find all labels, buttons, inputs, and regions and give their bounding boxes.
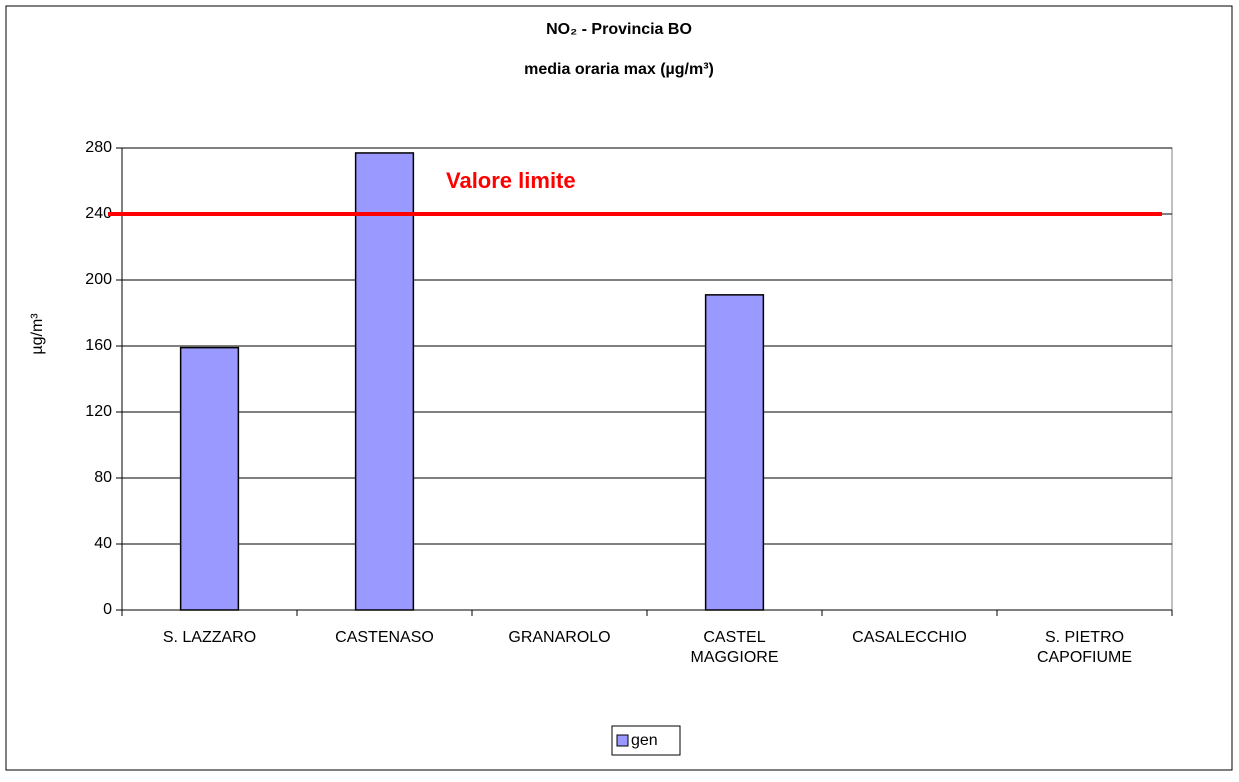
legend-label: gen [631,732,658,749]
x-tick-label-line: CAPOFIUME [1037,649,1132,666]
reference-label: Valore limite [446,168,576,193]
y-tick-label: 40 [94,535,112,552]
x-tick-label-line: MAGGIORE [690,649,778,666]
x-tick-label: S. PIETRO CAPOFIUME [1037,629,1132,666]
chart-subtitle: media oraria max (µg/m³) [524,61,714,78]
plot-area [121,147,1173,611]
y-tick-label: 120 [85,403,112,420]
y-axis-label: µg/m³ [29,313,46,355]
y-tick-label: 80 [94,469,112,486]
y-tick-label: 200 [85,271,112,288]
x-tick-label-line: S. PIETRO [1045,629,1124,646]
bar [179,346,240,611]
x-tick-label: S. LAZZARO [163,629,256,646]
legend-swatch [616,734,629,747]
y-tick-label: 240 [85,205,112,222]
y-tick-label: 0 [103,601,112,618]
y-tick-label: 280 [85,139,112,156]
x-tick-label: CASALECCHIO [852,629,967,646]
chart-title: NO₂ - Provincia BO [546,21,692,38]
x-tick-label: GRANAROLO [508,629,610,646]
y-tick-label: 160 [85,337,112,354]
bar [354,152,415,611]
x-tick-label-line: CASTEL [703,629,765,646]
bar [704,294,765,611]
x-tick-label: CASTENASO [335,629,434,646]
x-tick-label: CASTEL MAGGIORE [690,629,778,666]
